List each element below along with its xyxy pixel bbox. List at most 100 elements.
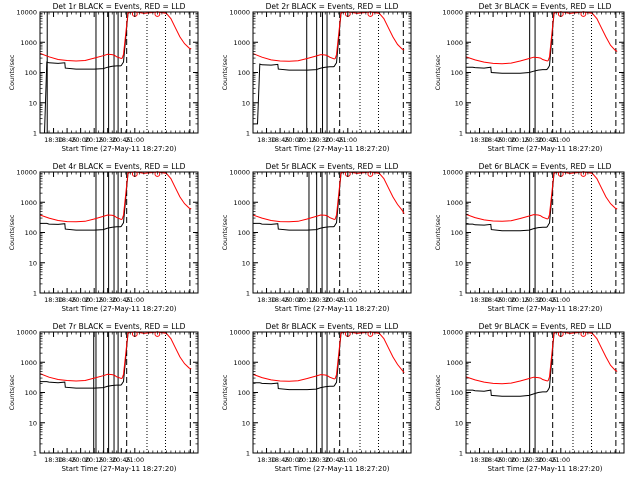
lld-series-line (466, 332, 618, 385)
x-axis-label: Start Time (27-May-11 18:27:20) (274, 465, 389, 473)
lld-series-line (466, 12, 618, 65)
y-tick-label: 100 (451, 69, 463, 77)
panel-title: Det 6r BLACK = Events, RED = LLD (479, 162, 612, 171)
panel-title: Det 1r BLACK = Events, RED = LLD (53, 2, 186, 11)
y-tick-label: 1 (246, 450, 250, 458)
x-tick-label: 20:00 (284, 456, 303, 464)
x-axis-label: Start Time (27-May-11 18:27:20) (61, 145, 176, 153)
x-axis-label: Start Time (27-May-11 18:27:20) (61, 305, 176, 313)
x-tick-label: 21:00 (125, 456, 144, 464)
y-tick-label: 1 (459, 450, 463, 458)
y-tick-label: 1 (459, 290, 463, 298)
x-tick-label: 20:30 (311, 136, 330, 144)
x-tick-label: 18:45 (484, 296, 503, 304)
y-axis-label: Counts/sec (434, 374, 442, 410)
lld-series-line (40, 172, 192, 223)
detector-panel: 1 10 100 1000 10000 18:3018:4520:0020:1520:30… (8, 162, 199, 313)
plot-area (253, 12, 405, 133)
y-axis-label: Counts/sec (221, 374, 229, 410)
events-series-line (253, 12, 344, 125)
x-tick-label: 20:45 (325, 296, 344, 304)
events-series-line (466, 332, 557, 397)
y-tick-label: 1 (33, 290, 37, 298)
plot-area (253, 172, 405, 293)
axes-frame (252, 11, 412, 134)
x-tick-label: 20:00 (497, 136, 516, 144)
x-tick-label: 20:30 (98, 456, 117, 464)
events-series-line (253, 172, 344, 231)
x-tick-label: 20:45 (112, 456, 131, 464)
x-tick-label: 21:00 (551, 296, 570, 304)
x-tick-label: 20:30 (98, 136, 117, 144)
y-tick-label: 100 (238, 389, 250, 397)
y-tick-label: 10 (29, 259, 37, 267)
y-tick-label: 1000 (233, 359, 250, 367)
y-tick-label: 100 (25, 229, 37, 237)
y-tick-label: 1000 (233, 199, 250, 207)
detector-panel: 1 10 100 1000 10000 18:3018:4520:0020:1520:30… (434, 322, 625, 473)
y-tick-label: 10 (455, 99, 463, 107)
y-tick-label: 1000 (20, 39, 37, 47)
x-tick-label: 21:00 (125, 136, 144, 144)
axes-frame (465, 11, 625, 134)
events-series-line (253, 332, 344, 391)
y-tick-label: 1 (33, 450, 37, 458)
detector-panel: 1 10 100 1000 10000 18:3018:4520:0020:1520:30… (434, 2, 625, 153)
events-series-line (466, 172, 557, 232)
x-tick-label: 21:00 (551, 136, 570, 144)
x-axis-label: Start Time (27-May-11 18:27:20) (274, 145, 389, 153)
lld-series-line (253, 332, 405, 382)
events-series-line (40, 12, 131, 133)
y-tick-label: 10 (29, 419, 37, 427)
y-tick-label: 1000 (20, 359, 37, 367)
events-series-line (40, 172, 131, 231)
x-tick-label: 20:15 (85, 296, 104, 304)
axes-frame (39, 11, 199, 134)
panel-title: Det 5r BLACK = Events, RED = LLD (266, 162, 399, 171)
lld-series-line (40, 12, 192, 62)
plot-area (253, 332, 405, 453)
panel-title: Det 4r BLACK = Events, RED = LLD (53, 162, 186, 171)
y-tick-label: 1000 (446, 199, 463, 207)
x-tick-label: 18:45 (484, 456, 503, 464)
y-axis-label: Counts/sec (434, 214, 442, 250)
axes-frame (252, 331, 412, 454)
plot-area (40, 332, 192, 453)
y-tick-label: 100 (25, 389, 37, 397)
y-tick-label: 10000 (229, 9, 250, 17)
x-tick-label: 20:15 (511, 456, 530, 464)
axes-frame (465, 171, 625, 294)
x-axis-label: Start Time (27-May-11 18:27:20) (274, 305, 389, 313)
x-tick-label: 20:00 (497, 456, 516, 464)
x-tick-label: 20:15 (511, 136, 530, 144)
y-axis-label: Counts/sec (434, 54, 442, 90)
detector-panel: 1 10 100 1000 10000 18:3018:4520:0020:1520:30… (8, 2, 199, 153)
detector-panel: 1 10 100 1000 10000 18:3018:4520:0020:1520:30… (221, 162, 412, 313)
x-tick-label: 20:00 (284, 136, 303, 144)
x-tick-label: 18:45 (271, 456, 290, 464)
y-tick-label: 10 (455, 419, 463, 427)
detector-panel: 1 10 100 1000 10000 18:3018:4520:0020:1520:30… (221, 2, 412, 153)
lld-series-line (40, 332, 192, 382)
x-tick-label: 21:00 (551, 456, 570, 464)
x-tick-label: 18:45 (58, 456, 77, 464)
y-tick-label: 1000 (20, 199, 37, 207)
x-tick-label: 20:45 (112, 136, 131, 144)
x-tick-label: 20:30 (98, 296, 117, 304)
x-tick-label: 18:45 (271, 136, 290, 144)
plot-area (40, 12, 192, 133)
y-tick-label: 100 (25, 69, 37, 77)
y-tick-label: 1 (459, 130, 463, 138)
x-tick-label: 21:00 (338, 136, 357, 144)
x-tick-label: 20:45 (538, 456, 557, 464)
events-series-line (40, 332, 131, 389)
panel-title: Det 9r BLACK = Events, RED = LLD (479, 322, 612, 331)
y-axis-label: Counts/sec (8, 214, 16, 250)
y-axis-label: Counts/sec (221, 214, 229, 250)
x-tick-label: 18:30 (257, 296, 276, 304)
x-tick-label: 18:45 (271, 296, 290, 304)
y-tick-label: 1000 (233, 39, 250, 47)
y-tick-label: 100 (238, 69, 250, 77)
x-tick-label: 18:30 (44, 136, 63, 144)
y-tick-label: 10000 (16, 329, 37, 337)
